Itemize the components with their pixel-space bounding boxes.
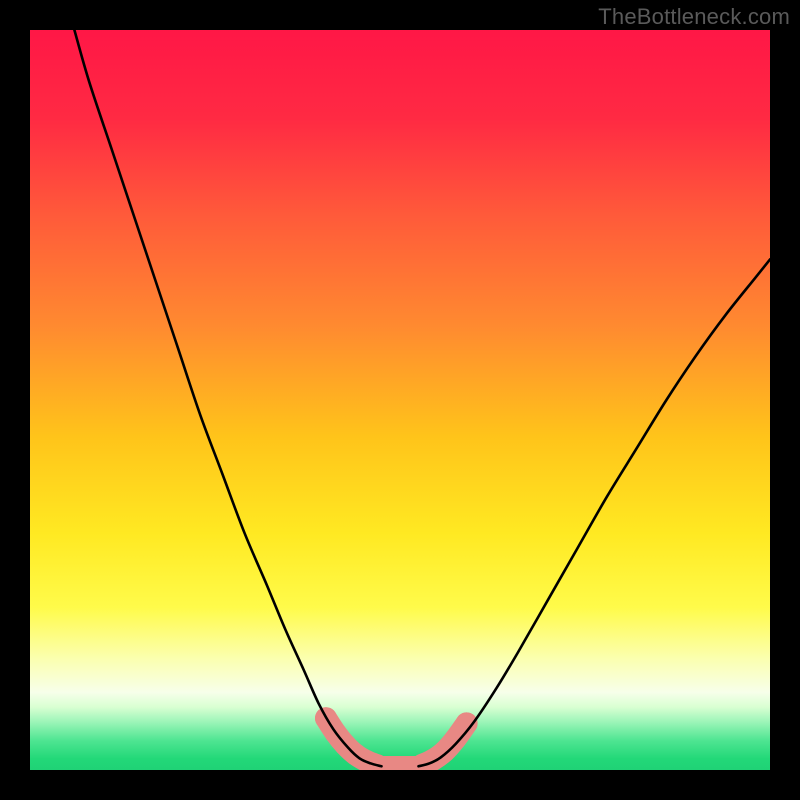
plot-area [30, 30, 770, 770]
watermark-text: TheBottleneck.com [598, 4, 790, 30]
curve-right [419, 259, 771, 766]
curve-layer [30, 30, 770, 770]
curve-left [74, 30, 381, 766]
